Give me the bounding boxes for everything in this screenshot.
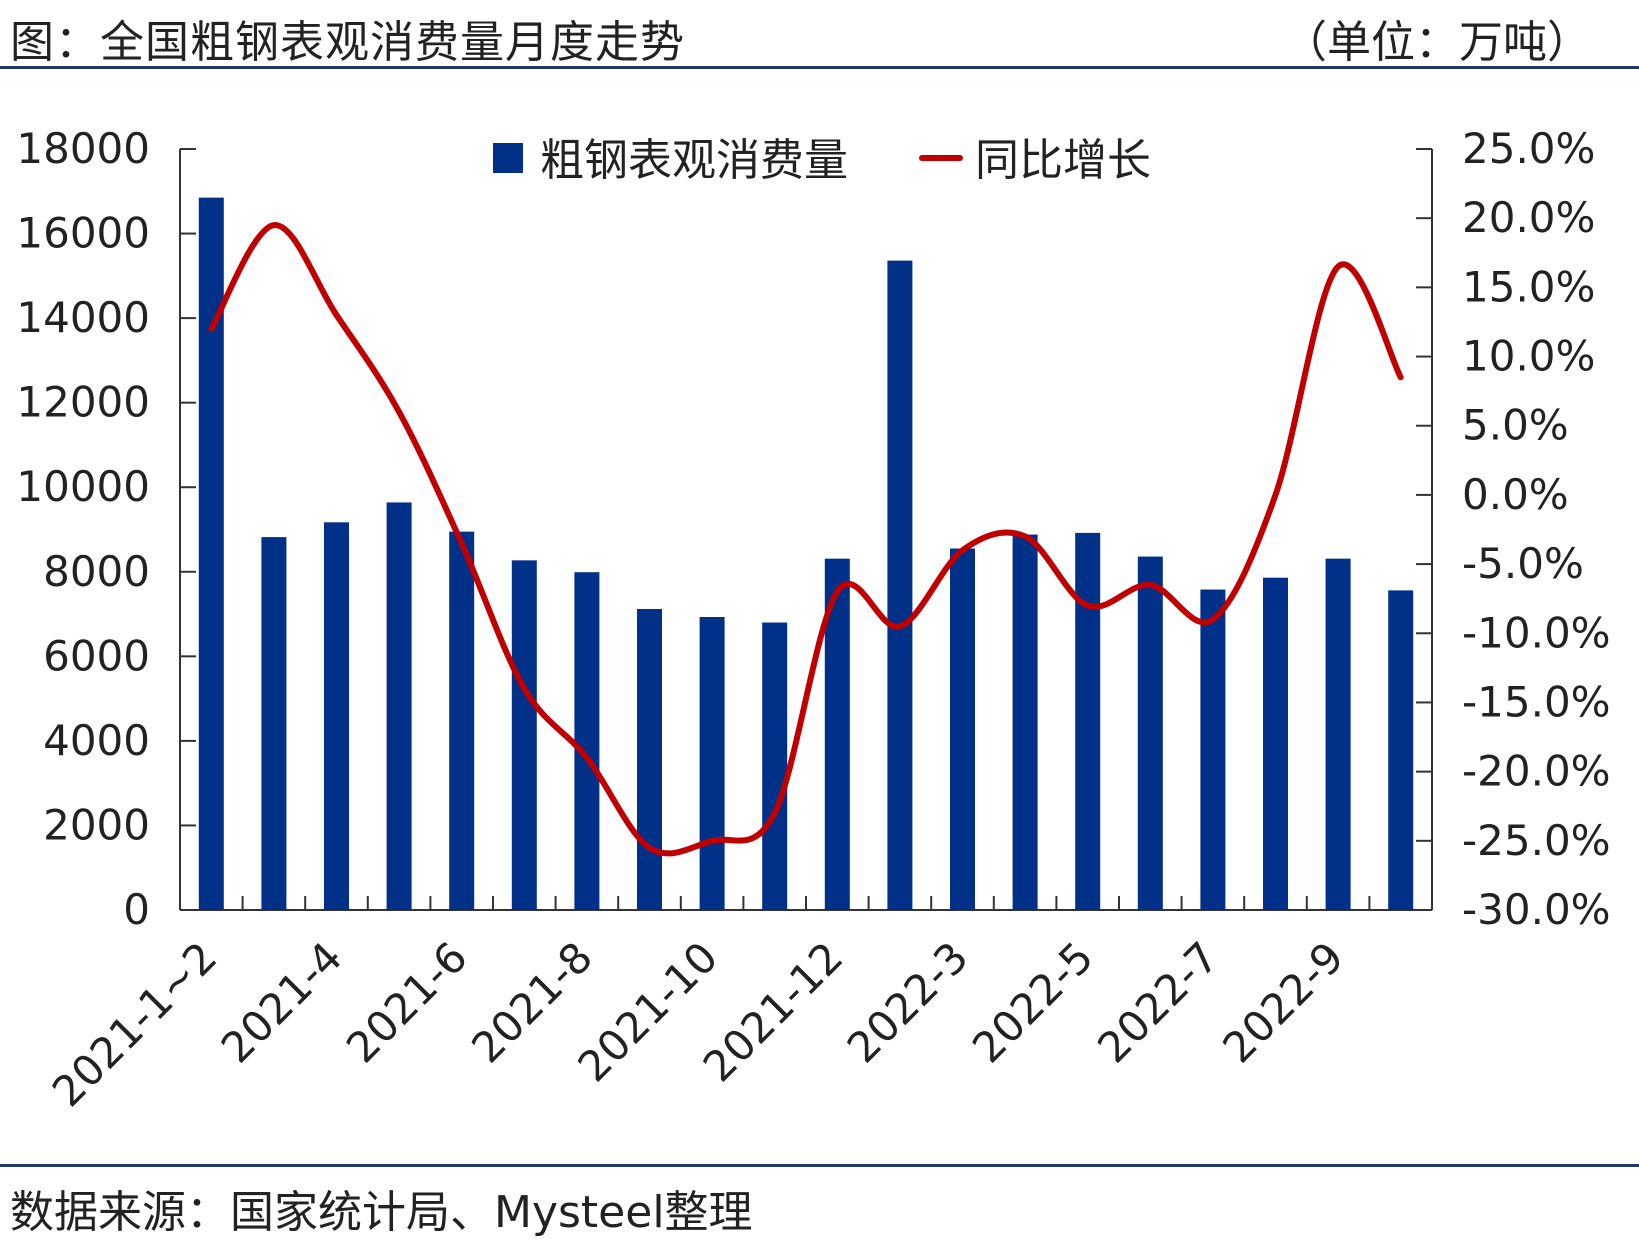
left-tick-label: 4000 bbox=[43, 716, 150, 765]
right-tick-label: -5.0% bbox=[1462, 539, 1584, 588]
axes: 0 2000 4000 6000 8000 10000 12000 14000 16000 180… bbox=[16, 124, 1610, 1116]
right-tick-label: 0.0% bbox=[1462, 470, 1569, 519]
legend-bar-swatch bbox=[493, 143, 523, 173]
right-tick-label: 5.0% bbox=[1462, 401, 1569, 450]
bar bbox=[699, 617, 725, 910]
bar bbox=[1325, 558, 1351, 910]
x-tick-label: 2022-9 bbox=[1213, 932, 1353, 1072]
bar bbox=[1137, 556, 1163, 910]
right-tick-label: -10.0% bbox=[1462, 608, 1611, 657]
bar bbox=[1263, 577, 1288, 910]
bar bbox=[449, 531, 475, 910]
bar bbox=[1075, 532, 1101, 910]
bar bbox=[762, 622, 788, 910]
header: 图：全国粗钢表观消费量月度走势 （单位：万吨） bbox=[0, 0, 1639, 68]
top-divider bbox=[0, 66, 1639, 69]
left-tick-label: 6000 bbox=[43, 631, 150, 680]
x-tick-label: 2021-4 bbox=[212, 932, 352, 1072]
unit-label: （单位：万吨） bbox=[1283, 17, 1591, 68]
bar bbox=[887, 260, 913, 910]
left-tick-label: 14000 bbox=[16, 293, 150, 342]
x-tick-label: 2022-3 bbox=[838, 932, 978, 1072]
bar bbox=[1200, 589, 1226, 910]
left-tick-label: 18000 bbox=[16, 124, 150, 173]
source-note: 数据来源：国家统计局、Mysteel整理 bbox=[10, 1187, 753, 1238]
bar bbox=[1012, 534, 1038, 910]
x-tick-label: 2022-7 bbox=[1088, 932, 1228, 1072]
bar bbox=[637, 608, 662, 910]
right-tick-label: 15.0% bbox=[1462, 262, 1595, 311]
right-tick-label: 10.0% bbox=[1462, 332, 1595, 381]
right-tick-label: -20.0% bbox=[1462, 747, 1611, 796]
bar bbox=[324, 522, 349, 910]
legend: 粗钢表观消费量 同比增长 bbox=[493, 135, 1151, 186]
right-tick-label: -30.0% bbox=[1462, 885, 1611, 934]
bar bbox=[950, 548, 975, 910]
bar bbox=[261, 537, 287, 910]
x-tick-label: 2021-1~2 bbox=[43, 932, 227, 1116]
chart-title: 图：全国粗钢表观消费量月度走势 bbox=[10, 17, 685, 68]
yoy-growth-line bbox=[208, 222, 1404, 857]
line-series bbox=[208, 222, 1404, 857]
bottom-divider bbox=[0, 1164, 1639, 1167]
right-tick-label: -25.0% bbox=[1462, 816, 1611, 865]
chart: 0 2000 4000 6000 8000 10000 12000 14000 16000 180… bbox=[16, 124, 1610, 1116]
x-tick-label: 2021-12 bbox=[694, 932, 853, 1091]
bar bbox=[386, 502, 412, 910]
right-tick-label: -15.0% bbox=[1462, 677, 1611, 726]
left-tick-label: 2000 bbox=[43, 800, 150, 849]
left-tick-label: 16000 bbox=[16, 209, 150, 258]
right-tick-label: 25.0% bbox=[1462, 124, 1595, 173]
left-tick-label: 10000 bbox=[16, 462, 150, 511]
bar bbox=[511, 560, 537, 910]
x-tick-label: 2021-6 bbox=[337, 932, 477, 1072]
bar-series bbox=[198, 197, 1414, 910]
right-tick-label: 20.0% bbox=[1462, 193, 1595, 242]
left-tick-label: 12000 bbox=[16, 378, 150, 427]
left-tick-label: 8000 bbox=[43, 547, 150, 596]
bar bbox=[574, 572, 600, 910]
x-tick-label: 2022-5 bbox=[963, 932, 1103, 1072]
legend-line-label: 同比增长 bbox=[975, 135, 1151, 186]
left-tick-label: 0 bbox=[123, 885, 150, 934]
legend-bar-label: 粗钢表观消费量 bbox=[540, 135, 848, 186]
bar bbox=[1388, 590, 1414, 910]
